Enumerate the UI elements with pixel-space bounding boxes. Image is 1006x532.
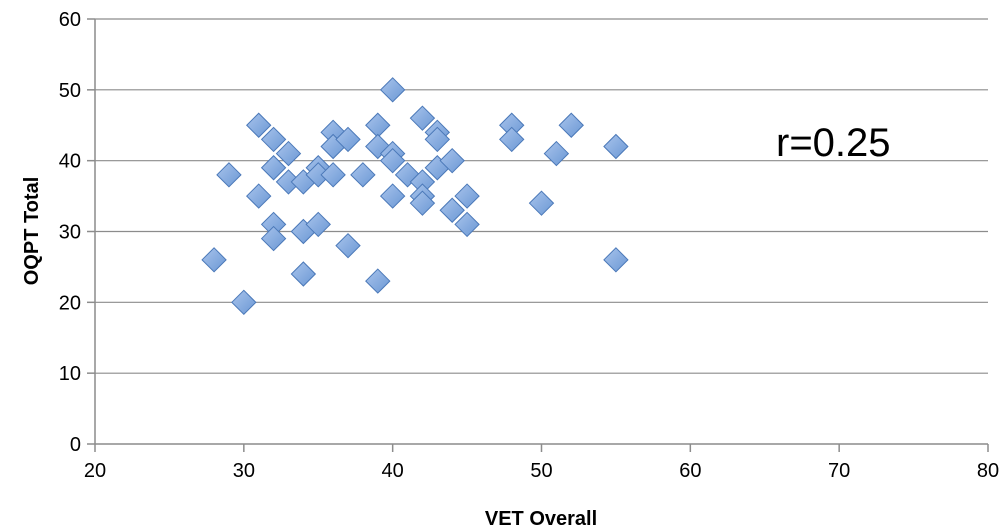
data-point [424, 126, 451, 153]
y-tick-label: 20 [59, 292, 81, 314]
data-point [454, 211, 480, 238]
data-point [454, 183, 480, 209]
y-axis-title: OQPT Total [21, 177, 43, 286]
data-point [603, 247, 629, 273]
data-point [365, 112, 391, 138]
y-tick-label: 0 [70, 434, 81, 456]
data-point [379, 183, 406, 209]
data-point [260, 155, 287, 181]
x-tick-label: 50 [530, 460, 552, 482]
data-point [379, 147, 406, 174]
data-point [335, 126, 361, 153]
data-point [246, 183, 272, 209]
data-point [350, 162, 376, 188]
data-point [439, 147, 465, 174]
y-tick-label: 10 [59, 363, 81, 385]
data-point [231, 289, 257, 316]
data-point [275, 140, 302, 167]
x-tick-label: 70 [828, 460, 850, 482]
data-point [260, 126, 287, 153]
data-point [439, 197, 465, 223]
data-point [320, 162, 346, 188]
data-point [499, 126, 525, 153]
y-tick-label: 30 [59, 222, 81, 244]
data-point [409, 105, 436, 131]
data-point [603, 133, 629, 160]
x-axis-title: VET Overall [485, 508, 597, 530]
data-point [528, 190, 555, 216]
data-point [305, 211, 331, 238]
x-tick-label: 60 [679, 460, 701, 482]
data-point [290, 261, 317, 287]
x-tick-label: 80 [977, 460, 999, 482]
data-point [409, 190, 436, 216]
x-tick-label: 40 [382, 460, 404, 482]
data-point [335, 232, 361, 259]
data-point [365, 268, 391, 294]
data-point [260, 225, 287, 252]
x-tick-labels: 20 30 40 50 60 70 80 [84, 460, 999, 482]
data-point [543, 140, 570, 167]
x-tick-label: 20 [84, 460, 106, 482]
data-point [201, 247, 227, 273]
y-tick-label: 40 [59, 151, 81, 173]
data-points [201, 77, 629, 316]
data-point [216, 162, 242, 188]
data-point [246, 112, 272, 138]
y-tick-label: 60 [59, 9, 81, 31]
data-point [558, 112, 584, 138]
y-tick-labels: 0 10 20 30 40 50 60 [59, 9, 81, 456]
data-point [379, 77, 406, 103]
y-tick-label: 50 [59, 80, 81, 102]
tick-marks [87, 18, 989, 452]
correlation-annotation: r=0.25 [776, 121, 891, 165]
x-tick-label: 30 [233, 460, 255, 482]
